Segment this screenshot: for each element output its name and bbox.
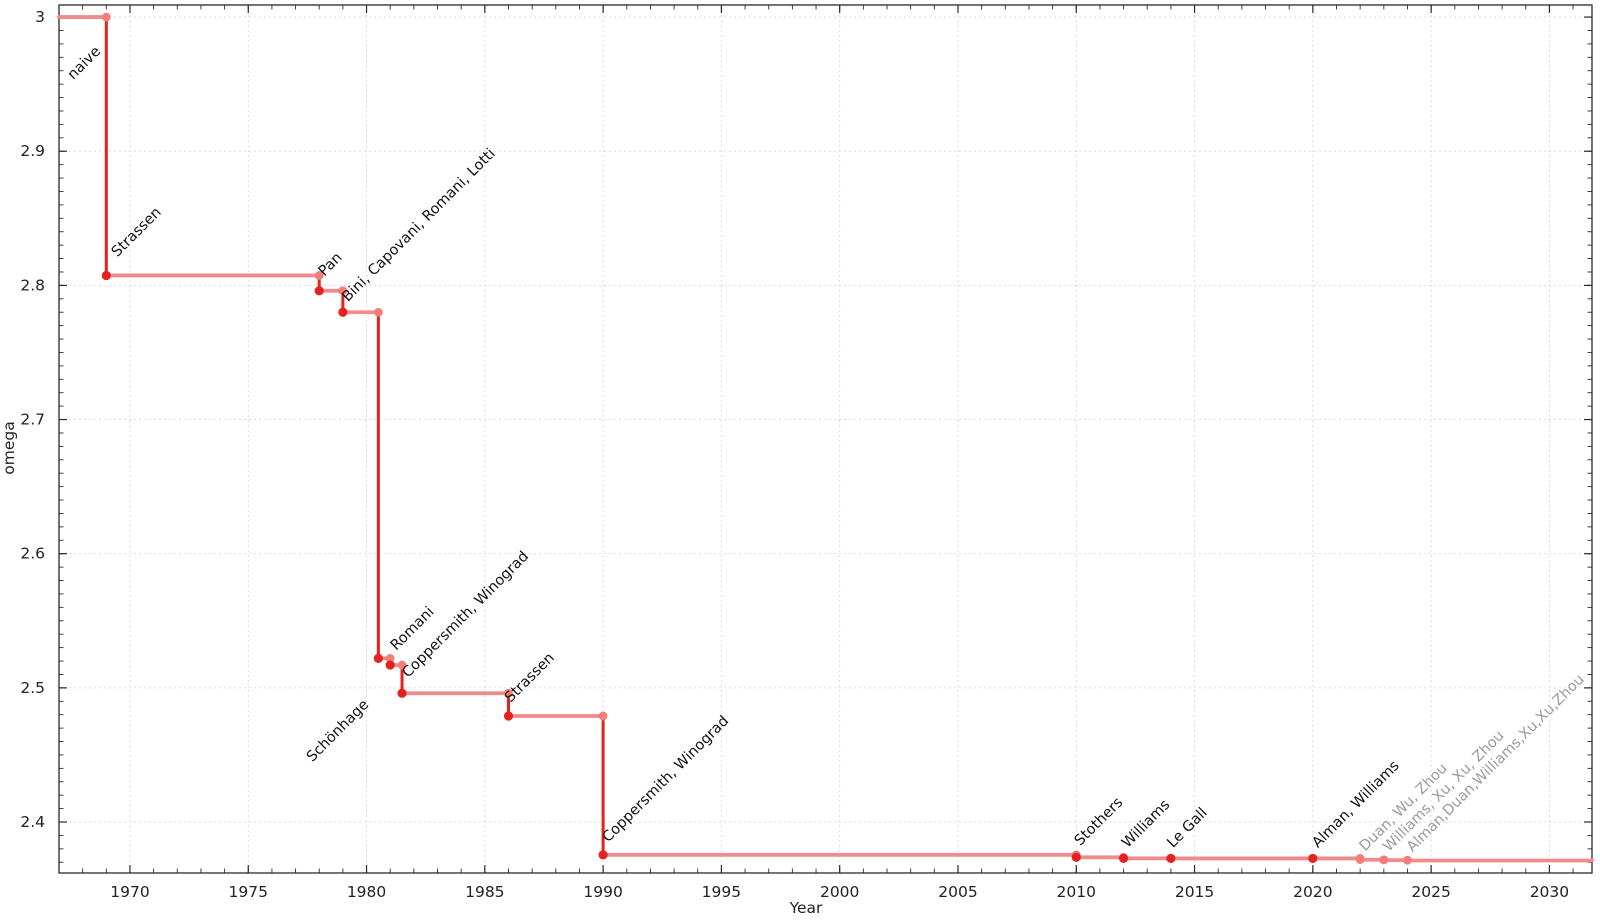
data-point [314, 286, 324, 296]
x-tick-label: 1985 [465, 883, 504, 901]
data-point [397, 688, 407, 698]
grid-layer [59, 5, 1592, 873]
corner-point [598, 711, 608, 721]
y-tick-label: 2.5 [20, 679, 45, 697]
y-tick-label: 3 [35, 8, 45, 26]
data-point [373, 653, 383, 663]
x-tick-label: 1990 [583, 883, 622, 901]
data-point [1166, 853, 1176, 864]
x-axis-label: Year [789, 899, 823, 917]
x-tick-label: 2000 [820, 883, 859, 901]
corner-point [373, 307, 383, 317]
data-point [1118, 853, 1129, 863]
y-tick-label: 2.4 [20, 813, 45, 831]
y-tick-label: 2.9 [20, 142, 45, 160]
corner-point [338, 286, 348, 296]
corner-point [314, 271, 324, 280]
x-tick-label: 1995 [702, 883, 741, 901]
y-tick-label: 2.6 [20, 545, 45, 563]
corner-point [385, 653, 395, 663]
data-point [598, 850, 608, 860]
corner-point [101, 12, 111, 22]
x-tick-label: 1970 [110, 883, 149, 901]
corner-point [504, 688, 513, 698]
data-point [1308, 853, 1318, 864]
x-tick-label: 2030 [1530, 883, 1569, 901]
axis-layer: 1970 1975 1980 1985 1990 1995 2000 2005 2010 2015… [20, 4, 1593, 901]
y-axis-label: omega [0, 421, 18, 474]
x-tick-label: 2010 [1057, 883, 1096, 901]
x-tick-label: 2025 [1411, 883, 1450, 901]
x-tick-label: 2015 [1175, 883, 1214, 901]
x-tick-label: 1975 [229, 883, 268, 901]
plot-border [58, 4, 1593, 874]
data-point [101, 270, 111, 281]
data-point [1379, 855, 1389, 865]
series-layer [57, 12, 1594, 865]
data-point [1403, 856, 1412, 865]
x-tick-label: 2005 [938, 883, 977, 901]
x-tick-label: 1980 [347, 883, 386, 901]
data-point [1071, 852, 1081, 862]
corner-point [397, 660, 407, 670]
y-tick-label: 2.7 [20, 411, 45, 429]
data-point [338, 307, 348, 317]
x-tick-label: 2020 [1293, 883, 1332, 901]
data-point [385, 660, 395, 670]
y-tick-label: 2.8 [20, 276, 45, 294]
data-point [503, 711, 514, 721]
data-point [1355, 855, 1365, 864]
